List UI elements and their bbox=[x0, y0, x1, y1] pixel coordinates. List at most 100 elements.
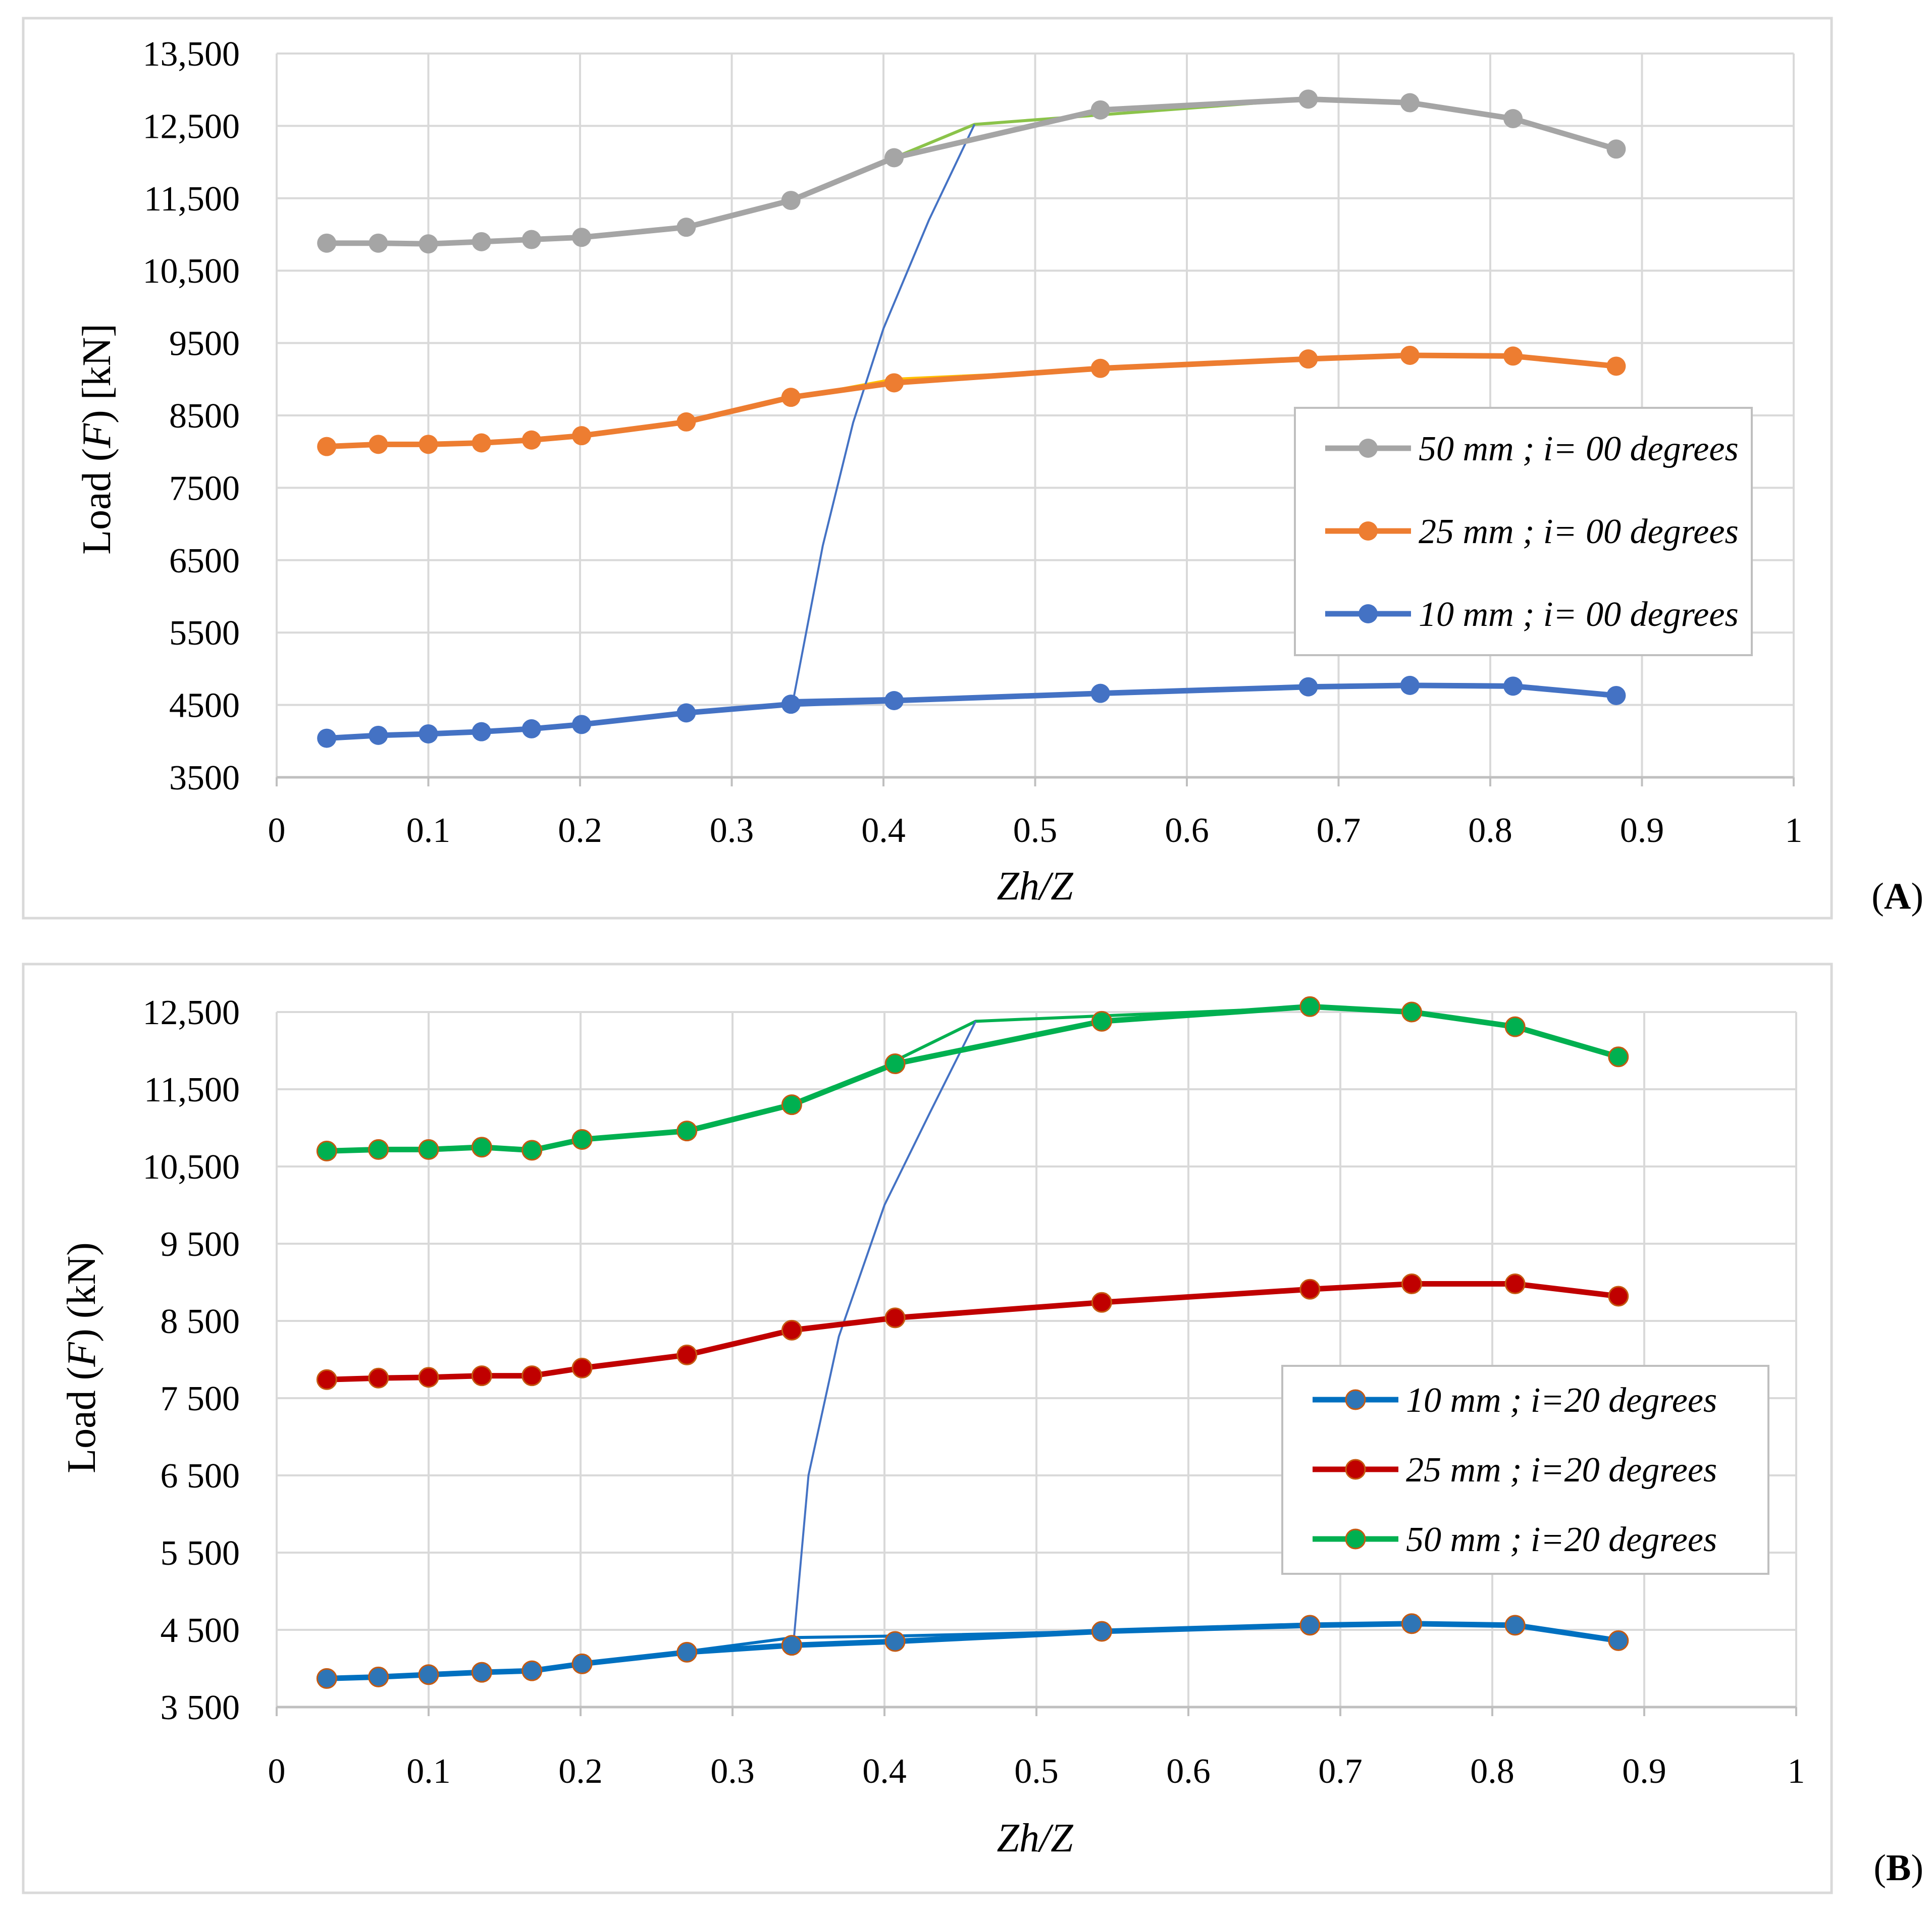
panel-b-xtick-label: 0.8 bbox=[1470, 1752, 1515, 1791]
panel-a-axes: 3500 4500 5500 6500 7500 8500 9500 10,500 11,500… bbox=[143, 35, 1803, 850]
panel-a-series-50-mm-point bbox=[472, 232, 491, 251]
panel-b-series bbox=[316, 996, 1629, 1689]
panel-a-series-10-mm-point bbox=[369, 725, 388, 745]
panel-b-series-50-mm-point bbox=[571, 1129, 593, 1150]
panel-b-legend-10-mm-label: 10 mm ; i=20 degrees bbox=[1406, 1381, 1717, 1420]
panel-a-legend-50-mm-swatch-marker bbox=[1359, 439, 1378, 458]
panel-b-ytick-label: 8 500 bbox=[161, 1302, 240, 1341]
panel-a-ytick-label: 7500 bbox=[169, 469, 240, 508]
panel-b-series-25-mm-point bbox=[781, 1319, 802, 1341]
panel-b-annotation-line bbox=[792, 1021, 977, 1645]
panel-b-series-25-mm-point bbox=[521, 1365, 543, 1387]
panel-b-series-50-mm-point bbox=[316, 1140, 337, 1161]
panel-a-series-25-mm-point bbox=[1090, 358, 1110, 378]
panel-b-series-50-mm-point bbox=[676, 1121, 698, 1142]
panel-b-series-50-mm-point bbox=[884, 1053, 906, 1075]
panel-b-legend: 10 mm ; i=20 degrees 25 mm ; i=20 degrees… bbox=[1281, 1365, 1769, 1575]
panel-b-series-50-mm-point bbox=[1091, 1011, 1112, 1032]
panel-a-legend-50-mm-label: 50 mm ; i= 00 degrees bbox=[1419, 430, 1739, 468]
panel-a-series-50-mm-point bbox=[317, 233, 337, 253]
panel-a-series-10-mm-point bbox=[317, 728, 337, 748]
panel-a-xtick-label: 0.1 bbox=[406, 811, 451, 850]
panel-b-series-50-mm-point bbox=[368, 1139, 389, 1160]
panel-b-label: (B) bbox=[1873, 1847, 1923, 1889]
panel-a-ylabel: Load (F) [kN] bbox=[75, 324, 119, 555]
panel-b-series-10-mm-point bbox=[521, 1660, 543, 1681]
panel-a-series-25-mm-point bbox=[369, 435, 388, 454]
panel-b-series-50-mm-point bbox=[1504, 1016, 1526, 1037]
panel-a-ytick-label: 5500 bbox=[169, 614, 240, 653]
panel-a-series-50-mm-point bbox=[1298, 89, 1318, 109]
panel-a-series-50-mm-point bbox=[521, 230, 541, 249]
panel-b-xtick-label: 0.7 bbox=[1318, 1752, 1363, 1791]
panel-b-xtick-label: 0.6 bbox=[1166, 1752, 1211, 1791]
panel-b-series-10-mm-point bbox=[884, 1631, 906, 1652]
panel-a-series-25-mm-point bbox=[472, 433, 491, 453]
panel-b-xlabel: Zh/Z bbox=[997, 1816, 1074, 1861]
panel-b-series-25-mm-point bbox=[1504, 1273, 1526, 1295]
panel-b-series-50-mm-point bbox=[471, 1137, 492, 1158]
panel-a-legend-25-mm-swatch-marker bbox=[1359, 521, 1378, 541]
panel-b-series-50-mm-point bbox=[418, 1139, 439, 1160]
panel-a-series-10-mm-point bbox=[1400, 675, 1420, 695]
panel-a-series-10-mm-point bbox=[1606, 685, 1626, 705]
panel-a-xtick-label: 1 bbox=[1785, 811, 1803, 850]
panel-b-series-50-mm-point bbox=[781, 1094, 802, 1116]
panel-b-series-25-mm-point bbox=[884, 1307, 906, 1329]
panel-b-xtick-label: 0.2 bbox=[558, 1752, 603, 1791]
panel-b-series-10-mm-point bbox=[471, 1662, 492, 1683]
panel-a-ytick-label: 12,500 bbox=[143, 107, 240, 146]
panel-b-xtick-label: 0.3 bbox=[710, 1752, 755, 1791]
panel-a-series-10-mm-point bbox=[472, 722, 491, 741]
panel-a-series-25-mm-point bbox=[317, 437, 337, 456]
panel-b: 3 500 4 500 5 500 6 500 7 500 8 500 9 500 10,50… bbox=[22, 963, 1923, 1894]
panel-a-xtick-label: 0.4 bbox=[861, 811, 906, 850]
panel-a-legend-25-mm-label: 25 mm ; i= 00 degrees bbox=[1419, 512, 1739, 551]
panel-b-series-25-mm-point bbox=[471, 1365, 492, 1387]
panel-a-series-50-mm-point bbox=[1090, 100, 1110, 120]
panel-a-ytick-label: 10,500 bbox=[143, 252, 240, 291]
panel-a-series-25-mm-point bbox=[1400, 345, 1420, 365]
panel-b-series-10-mm-point bbox=[1401, 1613, 1422, 1634]
panel-b-ytick-label: 4 500 bbox=[161, 1611, 240, 1650]
panel-b-series-50-mm-point bbox=[1401, 1001, 1422, 1023]
panel-b-series-25-mm-point bbox=[571, 1357, 593, 1378]
panel-a-series-25-mm-point bbox=[1503, 346, 1523, 366]
panel-b-series-50-mm-point bbox=[1608, 1046, 1629, 1068]
panel-b-series-10-mm-point bbox=[418, 1664, 439, 1685]
panel-a-xtick-label: 0.9 bbox=[1620, 811, 1664, 850]
panel-a-series-50-mm-point bbox=[1400, 93, 1420, 113]
panel-b-series-50-mm-point bbox=[521, 1140, 543, 1161]
panel-b-series-10-mm-point bbox=[781, 1635, 802, 1656]
panel-a-ytick-label: 13,500 bbox=[143, 35, 240, 74]
panel-a-label: (A) bbox=[1871, 876, 1923, 917]
panel-a-series-50-mm-point bbox=[572, 228, 592, 247]
panel-a-series-10-mm-point bbox=[884, 691, 904, 710]
panel-b-series-10-mm-point bbox=[571, 1653, 593, 1674]
panel-a-series-10-mm-point bbox=[1298, 677, 1318, 697]
panel-a-ytick-label: 8500 bbox=[169, 397, 240, 436]
panel-b-series-25-mm-point bbox=[316, 1369, 337, 1390]
panel-a-series-25-mm-point bbox=[781, 388, 801, 407]
panel-b-series-10-mm-point bbox=[368, 1666, 389, 1687]
panel-a-ytick-label: 3500 bbox=[169, 759, 240, 798]
panel-a-series-50-mm-point bbox=[419, 234, 438, 254]
panel-b-ytick-label: 7 500 bbox=[161, 1379, 240, 1418]
panel-a-series-25-mm-point bbox=[521, 430, 541, 450]
panel-b-series-25-mm-point bbox=[368, 1367, 389, 1389]
panel-a-xtick-label: 0.2 bbox=[558, 811, 602, 850]
panel-b-series-10-mm-point bbox=[1504, 1615, 1526, 1636]
panel-b-legend-10-mm-swatch-marker bbox=[1345, 1389, 1366, 1410]
panel-b-series-10-mm-point bbox=[1608, 1630, 1629, 1651]
panel-b-xtick-label: 0.4 bbox=[862, 1752, 907, 1791]
panel-b-legend-25-mm-swatch-marker bbox=[1345, 1459, 1366, 1480]
panel-a-series-10-mm-point bbox=[781, 695, 801, 714]
panel-b-ytick-label: 3 500 bbox=[161, 1688, 240, 1727]
panel-a-series-25-mm-point bbox=[1606, 356, 1626, 376]
panel-b-legend-50-mm-swatch-marker bbox=[1345, 1528, 1366, 1550]
panel-b-legend-50-mm-label: 50 mm ; i=20 degrees bbox=[1406, 1520, 1717, 1559]
panel-a-legend-10-mm-label: 10 mm ; i= 00 degrees bbox=[1419, 595, 1739, 634]
panel-a-series-25-mm-point bbox=[419, 435, 438, 454]
panel-a-series-50-mm-point bbox=[1606, 139, 1626, 159]
